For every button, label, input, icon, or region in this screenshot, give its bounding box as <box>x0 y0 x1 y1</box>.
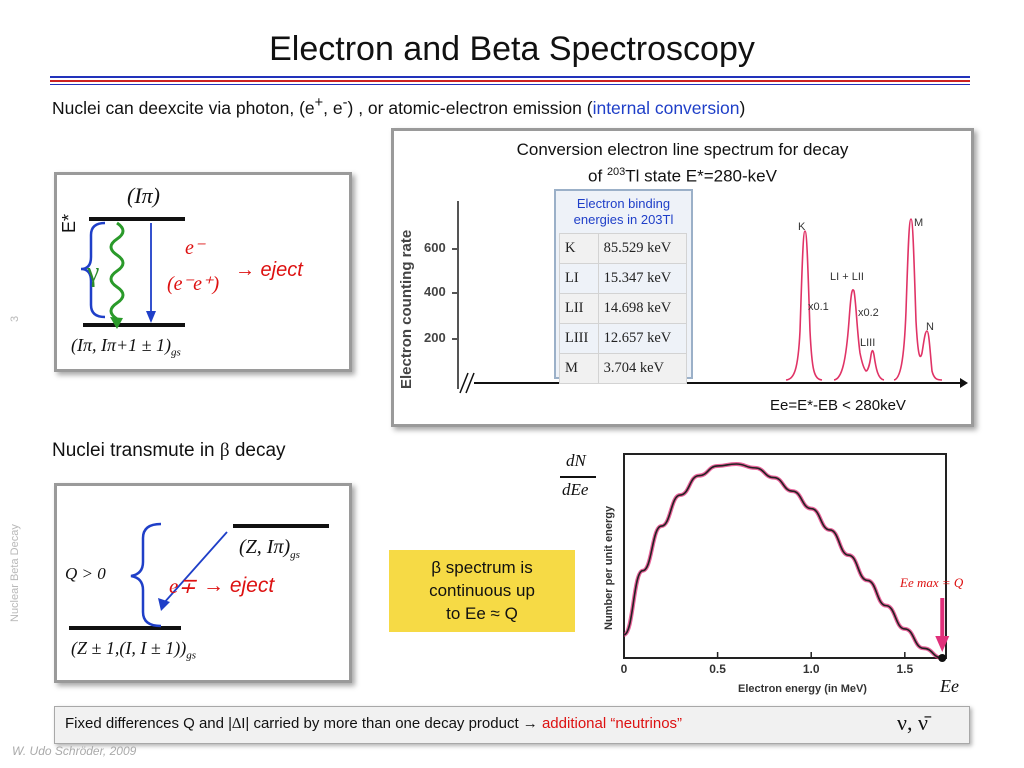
bottom-note: Fixed differences Q and |∆I| carried by … <box>54 706 970 744</box>
intro-text: Nuclei can deexcite via photon, (e+, e-)… <box>52 95 745 119</box>
table-row: K 85.529 keV <box>559 233 688 264</box>
conversion-ylabel: Electron counting rate <box>398 229 415 389</box>
conversion-title-line1: Conversion electron line spectrum for de… <box>516 140 849 159</box>
binding-title-line1: Electron binding <box>576 196 671 211</box>
beta-spectrum-chart: 0 0.5 1.0 1.5 <box>621 453 950 676</box>
side-label: Nuclear Beta Decay <box>9 524 21 622</box>
peak-l-scale: x0.2 <box>858 307 879 319</box>
note-line1: β spectrum is <box>431 558 533 577</box>
gamma-label: γ <box>87 257 100 288</box>
neutrino-symbols: ν, ν̄ <box>897 710 928 735</box>
beta-emission: e∓ <box>169 574 196 598</box>
footer-author: W. Udo Schröder, 2009 <box>12 744 137 758</box>
x-tick-label: 0.5 <box>709 662 726 676</box>
intro-suffix: ) <box>739 97 746 118</box>
peak-k-label: K <box>798 221 806 233</box>
beta-plot-area: 0 0.5 1.0 1.5 <box>621 453 950 676</box>
energy-label: E* <box>59 213 79 233</box>
note-line3: to Ee ≈ Q <box>446 604 518 623</box>
title-rule-blue-thin <box>50 84 970 85</box>
upper-level-label: (Iπ) <box>127 183 160 208</box>
note-line2: continuous up <box>429 581 535 600</box>
shell-cell: LII <box>559 293 599 324</box>
endpoint-arrow-head <box>935 636 950 652</box>
pair-label: (e⁻e⁺) <box>167 273 220 295</box>
deexcitation-diagram: (Iπ) E* γ e⁻ (e⁻e⁺) → eject (Iπ, Iπ+1 ± … <box>54 172 352 372</box>
q-label: Q > 0 <box>65 564 106 583</box>
energy-cell: 14.698 keV <box>597 293 688 324</box>
ytick-400: 400 <box>424 284 446 299</box>
conversion-spectrum-panel: Conversion electron line spectrum for de… <box>391 128 974 427</box>
conversion-title: Conversion electron line spectrum for de… <box>394 139 971 188</box>
peak-l-label: LI + LII <box>830 271 864 283</box>
electron-label: e⁻ <box>185 237 205 259</box>
beta-decay-svg <box>69 522 329 630</box>
table-row: LIII 12.657 keV <box>559 323 688 354</box>
intro-sup-plus: + <box>314 95 324 111</box>
binding-energy-box: Electron binding energies in 203Tl K 85.5… <box>554 189 693 384</box>
table-row: LII 14.698 keV <box>559 293 688 324</box>
peak-m-label: M <box>914 217 924 229</box>
plot-frame <box>623 453 947 659</box>
beta-upper-state: (Z, Iπ)gs <box>239 536 300 561</box>
shell-cell: LIII <box>559 323 599 354</box>
conversion-spectrum-svg <box>452 201 968 394</box>
beta-lower-state: (Z ± 1,(I, I ± 1))gs <box>71 638 197 662</box>
energy-cell: 12.657 keV <box>597 323 688 354</box>
binding-title: Electron binding energies in 203Tl <box>556 196 691 228</box>
de-label: dEe <box>562 480 589 499</box>
beta-decay-diagram: (Z, Iπ)gs Q > 0 e∓ → eject (Z ± 1,(I, I … <box>54 483 352 683</box>
conversion-title-line2: of 203Tl state E*=280-keV <box>588 166 777 186</box>
table-row: M 3.704 keV <box>559 353 688 384</box>
fraction-bar <box>560 476 596 478</box>
eject-label: → eject <box>235 259 303 281</box>
intro-middle: ) , or atomic-electron emission ( <box>347 97 593 118</box>
energy-cell: 3.704 keV <box>597 353 688 384</box>
title-rule-red <box>50 80 970 82</box>
title-rule-blue <box>50 76 970 78</box>
spectrum-overlay-line <box>622 461 943 660</box>
intro-comma: , e <box>323 97 343 118</box>
beta-heading: Nuclei transmute in β decay <box>52 440 286 461</box>
intro-prefix: Nuclei can deexcite via photon, (e <box>52 97 315 118</box>
x-tick-label: 1.5 <box>896 662 913 676</box>
binding-title-line2: energies in 203Tl <box>573 212 674 227</box>
energy-cell: 85.529 keV <box>597 233 688 264</box>
conversion-axis-caption: Ee=E*-EB < 280keV <box>770 397 906 414</box>
ground-state-label: (Iπ, Iπ+1 ± 1)gs <box>71 335 181 359</box>
shell-cell: K <box>559 233 599 264</box>
ytick-200: 200 <box>424 330 446 345</box>
shell-cell: M <box>559 353 599 384</box>
peak-l3-label: LIII <box>860 337 876 349</box>
peak-n-label: N <box>926 321 934 333</box>
endpoint-dot <box>938 654 947 662</box>
deexcitation-svg <box>80 217 185 329</box>
ytick-600: 600 <box>424 240 446 255</box>
table-row: LI 15.347 keV <box>559 263 688 294</box>
intro-highlight: internal conversion <box>592 97 740 118</box>
energy-cell: 15.347 keV <box>597 263 688 294</box>
x-tick-label: 0 <box>621 662 628 676</box>
x-tick-label: 1.0 <box>803 662 820 676</box>
beta-eject: → eject <box>203 574 275 597</box>
intro-sup-minus: - <box>342 95 348 111</box>
bottom-note-text: Fixed differences Q and |∆I| carried by … <box>65 715 683 732</box>
binding-table: K 85.529 keV LI 15.347 keV LII 14.698 keV L… <box>559 233 688 384</box>
endpoint-label: Ee max = Q <box>900 575 964 590</box>
beta-xlabel: Electron energy (in MeV) <box>738 683 867 695</box>
peak-k-scale: x0.1 <box>808 301 829 313</box>
shell-cell: LI <box>559 263 599 294</box>
beta-note: β spectrum is continuous up to Ee ≈ Q <box>389 550 575 632</box>
dn-label: dN <box>566 451 586 470</box>
ee-label: Ee <box>940 676 959 696</box>
slide-title: Electron and Beta Spectroscopy <box>269 30 755 68</box>
spectrum-line <box>623 463 943 659</box>
page-number: 3 <box>9 315 21 322</box>
